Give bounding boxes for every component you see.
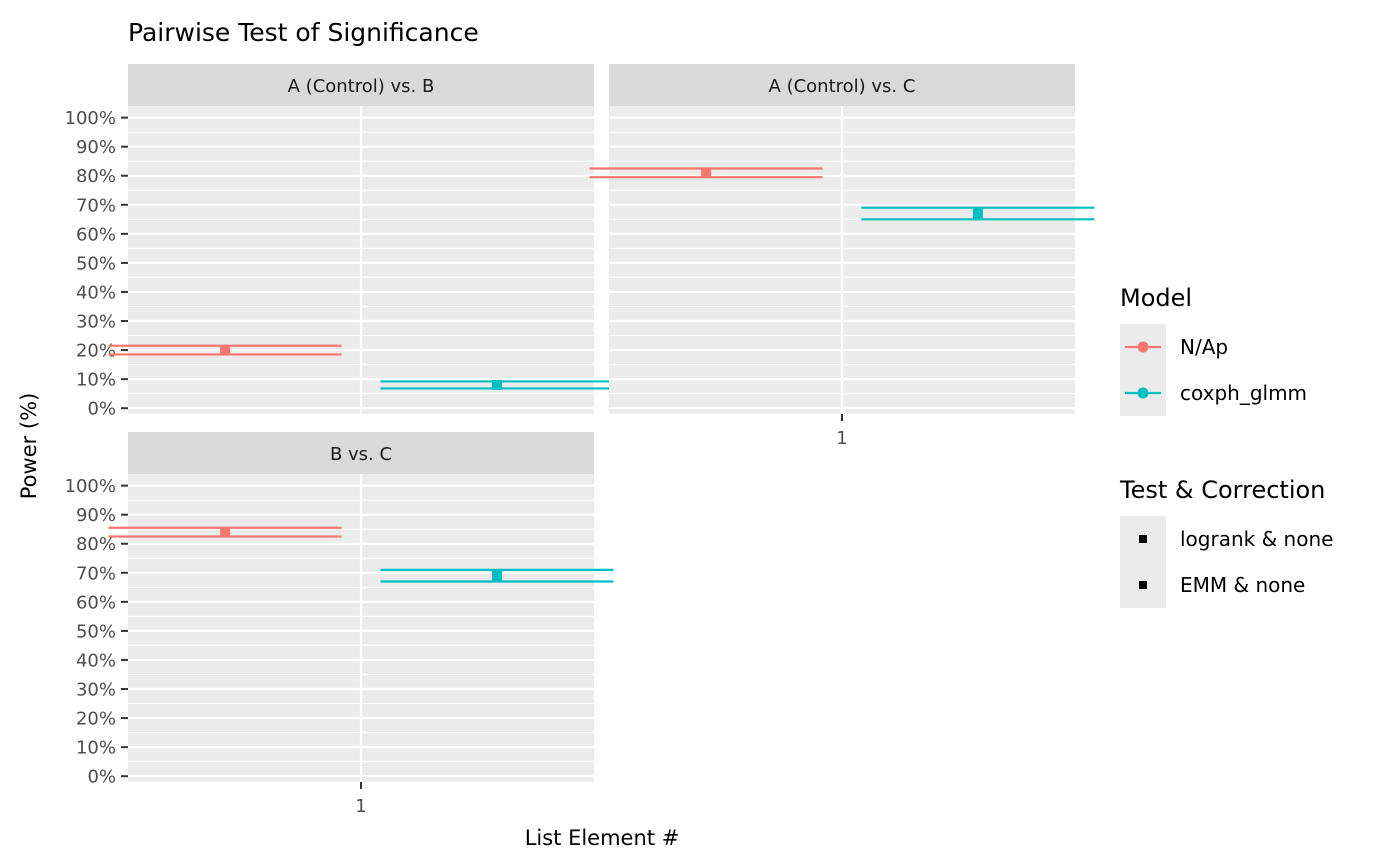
legend-model-label: N/Ap: [1180, 335, 1228, 359]
y-tick-label: 30%: [76, 312, 116, 333]
data-point: [972, 208, 983, 219]
y-tick-label: 20%: [76, 709, 116, 730]
legends: Model N/Ap coxph_glmm Test & Correction logr…: [1119, 284, 1333, 608]
legend-square-key: [1139, 581, 1147, 589]
legend-test-keys-bg: [1120, 516, 1166, 608]
y-tick-label: 50%: [76, 253, 116, 274]
y-tick-label: 10%: [76, 738, 116, 759]
errorbar-n-ap: [108, 344, 342, 356]
data-point: [491, 379, 502, 390]
errorbar-n-ap: [108, 526, 342, 538]
legend-test-entry: EMM & none: [1139, 573, 1305, 597]
y-tick-label: 60%: [76, 224, 116, 245]
y-tick-label: 70%: [76, 563, 116, 584]
y-tick-label: 0%: [87, 399, 116, 420]
y-tick-label: 100%: [65, 108, 116, 129]
data-point: [701, 167, 712, 178]
facet-strip-label: A (Control) vs. C: [769, 76, 916, 97]
y-axis-label: Power (%): [17, 393, 41, 500]
y-tick-label: 100%: [65, 476, 116, 497]
facet-panel-1: A (Control) vs. B 0% 10% 20% 30% 40% 50% 60% 70%…: [65, 64, 614, 420]
y-tick-label: 30%: [76, 680, 116, 701]
legend-model-entry: coxph_glmm: [1125, 381, 1307, 405]
y-tick-label: 50%: [76, 621, 116, 642]
legend-model-title: Model: [1120, 284, 1192, 312]
legend-model-label: coxph_glmm: [1180, 381, 1307, 405]
panels: A (Control) vs. B0%10%20%30%40%50%60%70%…: [65, 64, 1095, 817]
data-point: [220, 345, 231, 356]
facet-panel-2: A (Control) vs. C 1: [589, 64, 1095, 449]
y-tick-label: 40%: [76, 650, 116, 671]
legend-test-title: Test & Correction: [1119, 476, 1325, 504]
errorbar-coxph-glmm: [380, 379, 614, 390]
errorbar-coxph-glmm: [380, 568, 614, 583]
errorbar-coxph-glmm: [861, 206, 1095, 221]
x-tick-label: 1: [355, 796, 366, 817]
legend-test-label: logrank & none: [1180, 527, 1333, 551]
y-tick-label: 0%: [87, 767, 116, 788]
legend-point-key: [1137, 387, 1149, 399]
legend-model-keys-bg: [1120, 324, 1166, 416]
facet-strip-label: A (Control) vs. B: [288, 76, 435, 97]
y-tick-label: 40%: [76, 282, 116, 303]
y-tick-label: 90%: [76, 137, 116, 158]
facet-strip-label: B vs. C: [330, 444, 392, 465]
data-point: [491, 570, 502, 581]
y-tick-label: 80%: [76, 166, 116, 187]
legend-test-entry: logrank & none: [1139, 527, 1333, 551]
y-tick-label: 70%: [76, 195, 116, 216]
x-axis-label: List Element #: [525, 826, 680, 850]
y-tick-label: 20%: [76, 341, 116, 362]
chart-title: Pairwise Test of Significance: [128, 18, 479, 47]
y-tick-label: 90%: [76, 505, 116, 526]
legend-square-key: [1139, 535, 1147, 543]
data-point: [220, 527, 231, 538]
facet-strip: [128, 64, 594, 106]
facet-panel-3: B vs. C 0% 10% 20% 30% 40% 50% 60% 70% 80% 90% 100%…: [65, 432, 614, 817]
errorbar-n-ap: [589, 167, 823, 179]
facet-strip: [128, 432, 594, 474]
y-tick-label: 10%: [76, 370, 116, 391]
legend-point-key: [1137, 341, 1149, 353]
y-tick-label: 60%: [76, 592, 116, 613]
x-tick-label: 1: [836, 428, 847, 449]
facet-strip: [609, 64, 1075, 106]
legend-test-label: EMM & none: [1180, 573, 1305, 597]
legend-model-entry: N/Ap: [1125, 335, 1228, 359]
y-tick-label: 80%: [76, 534, 116, 555]
